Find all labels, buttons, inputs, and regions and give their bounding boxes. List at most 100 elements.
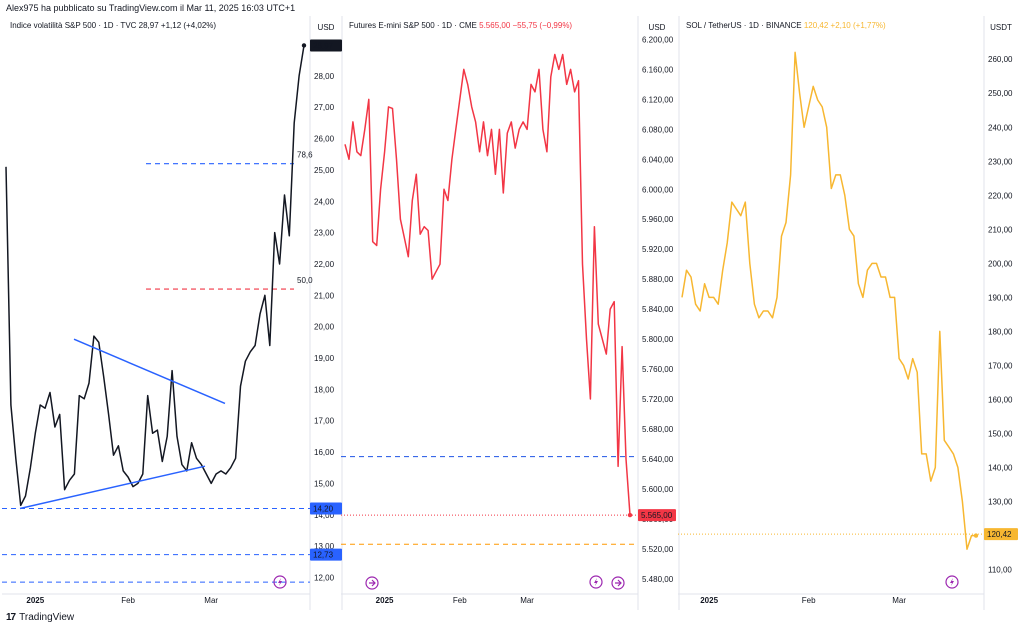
chart-title: Futures E-mini S&P 500 · 1D · CME 5.565,… bbox=[349, 21, 572, 30]
x-tick-label: 2025 bbox=[26, 596, 44, 605]
currency-label: USDT bbox=[990, 23, 1012, 32]
y-tick-label: 230,00 bbox=[988, 157, 1013, 166]
y-tick-label: 200,00 bbox=[988, 259, 1013, 268]
price-change: +2,10 (+1,77%) bbox=[831, 21, 886, 30]
lightning-icon bbox=[589, 575, 603, 589]
y-tick-label: 5.600,00 bbox=[642, 485, 674, 494]
forward-arrow-glyph bbox=[615, 579, 622, 587]
tradingview-brand: TradingView bbox=[19, 612, 75, 623]
chart-title: Indice volatilità S&P 500 · 1D · TVC 28,… bbox=[10, 21, 216, 30]
publish-caption: Alex975 ha pubblicato su TradingView.com… bbox=[6, 3, 296, 13]
x-tick-label: Mar bbox=[520, 596, 534, 605]
y-tick-label: 12,00 bbox=[314, 573, 335, 582]
lightning-icon-ring bbox=[273, 575, 287, 589]
y-tick-label: 210,00 bbox=[988, 225, 1013, 234]
y-tick-label: 260,00 bbox=[988, 55, 1013, 64]
price-label: 120,42 bbox=[987, 530, 1012, 539]
y-tick-label: 27,00 bbox=[314, 103, 335, 112]
y-tick-label: 5.520,00 bbox=[642, 545, 674, 554]
y-tick-label: 25,00 bbox=[314, 166, 335, 175]
y-tick-label: 16,00 bbox=[314, 448, 335, 457]
price-label-bg bbox=[310, 502, 342, 515]
y-tick-label: 240,00 bbox=[988, 123, 1013, 132]
last-price-dot bbox=[973, 533, 979, 538]
chart-panel-3: SOL / TetherUS · 1D · BINANCE 120,42 +2,… bbox=[678, 16, 1018, 610]
price-label: 28,97 bbox=[313, 41, 334, 50]
y-tick-label: 5.480,00 bbox=[642, 575, 674, 584]
chart-panel-2: Futures E-mini S&P 500 · 1D · CME 5.565,… bbox=[341, 16, 676, 610]
forward-arrow-ring bbox=[365, 576, 379, 590]
price-line bbox=[344, 53, 631, 516]
price-label-bg bbox=[310, 548, 342, 561]
fib-level-label: 78,6 bbox=[297, 151, 313, 160]
x-tick-label: Feb bbox=[802, 596, 816, 605]
chart-panel-1: Indice volatilità S&P 500 · 1D · TVC 28,… bbox=[2, 16, 342, 610]
x-tick-label: Mar bbox=[892, 596, 906, 605]
y-tick-label: 19,00 bbox=[314, 354, 335, 363]
y-tick-label: 5.680,00 bbox=[642, 425, 674, 434]
y-tick-label: 24,00 bbox=[314, 197, 335, 206]
last-value: 120,42 bbox=[804, 21, 831, 30]
y-tick-label: 23,00 bbox=[314, 229, 335, 238]
y-tick-label: 5.640,00 bbox=[642, 455, 674, 464]
y-tick-label: 5.960,00 bbox=[642, 215, 674, 224]
y-tick-label: 250,00 bbox=[988, 89, 1013, 98]
price-change: +1,12 (+4,02%) bbox=[161, 21, 216, 30]
y-tick-label: 22,00 bbox=[314, 260, 335, 269]
y-tick-label: 6.160,00 bbox=[642, 65, 674, 74]
currency-label: USD bbox=[649, 23, 666, 32]
lightning-icon-ring bbox=[945, 575, 959, 589]
y-tick-label: 140,00 bbox=[988, 464, 1013, 473]
y-tick-label: 190,00 bbox=[988, 293, 1013, 302]
y-tick-label: 6.200,00 bbox=[642, 35, 674, 44]
y-tick-label: 5.760,00 bbox=[642, 365, 674, 374]
y-tick-label: 110,00 bbox=[988, 566, 1012, 575]
forward-arrow-glyph bbox=[369, 579, 376, 587]
x-tick-label: 2025 bbox=[376, 596, 394, 605]
y-tick-label: 20,00 bbox=[314, 323, 335, 332]
y-tick-label: 18,00 bbox=[314, 385, 335, 394]
y-tick-label: 220,00 bbox=[988, 191, 1013, 200]
price-label: 14,20 bbox=[313, 504, 334, 513]
trendline-lower bbox=[19, 465, 206, 510]
last-value: 5.565,00 bbox=[479, 21, 512, 30]
y-tick-label: 6.080,00 bbox=[642, 125, 674, 134]
x-tick-label: 2025 bbox=[700, 596, 718, 605]
forward-arrow-icon[interactable] bbox=[611, 576, 625, 590]
price-label-bg bbox=[638, 509, 676, 522]
x-tick-label: Mar bbox=[204, 596, 218, 605]
price-label-bg bbox=[984, 528, 1018, 541]
y-tick-label: 130,00 bbox=[988, 498, 1013, 507]
trendline-upper bbox=[73, 338, 226, 405]
y-tick-label: 5.800,00 bbox=[642, 335, 674, 344]
y-tick-label: 5.840,00 bbox=[642, 305, 674, 314]
last-value: 28,97 bbox=[139, 21, 161, 30]
lightning-icon bbox=[945, 575, 959, 589]
fib-level-label: 50,0 bbox=[297, 276, 313, 285]
y-tick-label: 5.880,00 bbox=[642, 275, 674, 284]
last-price-dot bbox=[627, 512, 633, 518]
y-tick-label: 180,00 bbox=[988, 327, 1013, 336]
price-line bbox=[681, 51, 976, 550]
price-change: −55,75 (−0,99%) bbox=[513, 21, 573, 30]
lightning-icon-bolt bbox=[278, 578, 282, 586]
y-tick-label: 17,00 bbox=[314, 417, 335, 426]
y-tick-label: 14,00 bbox=[314, 511, 335, 520]
y-tick-label: 13,00 bbox=[314, 542, 335, 551]
price-label: 5.565,00 bbox=[641, 511, 673, 520]
y-tick-label: 150,00 bbox=[988, 429, 1013, 438]
forward-arrow-icon[interactable] bbox=[365, 576, 379, 590]
chart-title: SOL / TetherUS · 1D · BINANCE 120,42 +2,… bbox=[686, 21, 886, 30]
tradingview-logo-icon: 17 bbox=[6, 612, 16, 623]
y-tick-label: 5.920,00 bbox=[642, 245, 674, 254]
tradingview-logo[interactable]: 17 TradingView bbox=[6, 612, 74, 623]
forward-arrow-ring bbox=[611, 576, 625, 590]
last-price-dot bbox=[301, 43, 307, 48]
y-tick-label: 170,00 bbox=[988, 361, 1013, 370]
price-line bbox=[5, 45, 305, 507]
y-tick-label: 6.040,00 bbox=[642, 155, 674, 164]
y-tick-label: 6.000,00 bbox=[642, 185, 674, 194]
price-label-bg bbox=[310, 39, 342, 52]
y-tick-label: 6.120,00 bbox=[642, 95, 674, 104]
